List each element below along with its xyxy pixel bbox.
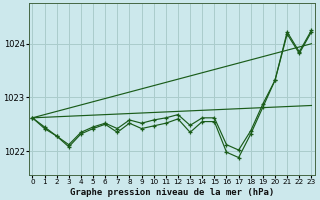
- X-axis label: Graphe pression niveau de la mer (hPa): Graphe pression niveau de la mer (hPa): [70, 188, 274, 197]
